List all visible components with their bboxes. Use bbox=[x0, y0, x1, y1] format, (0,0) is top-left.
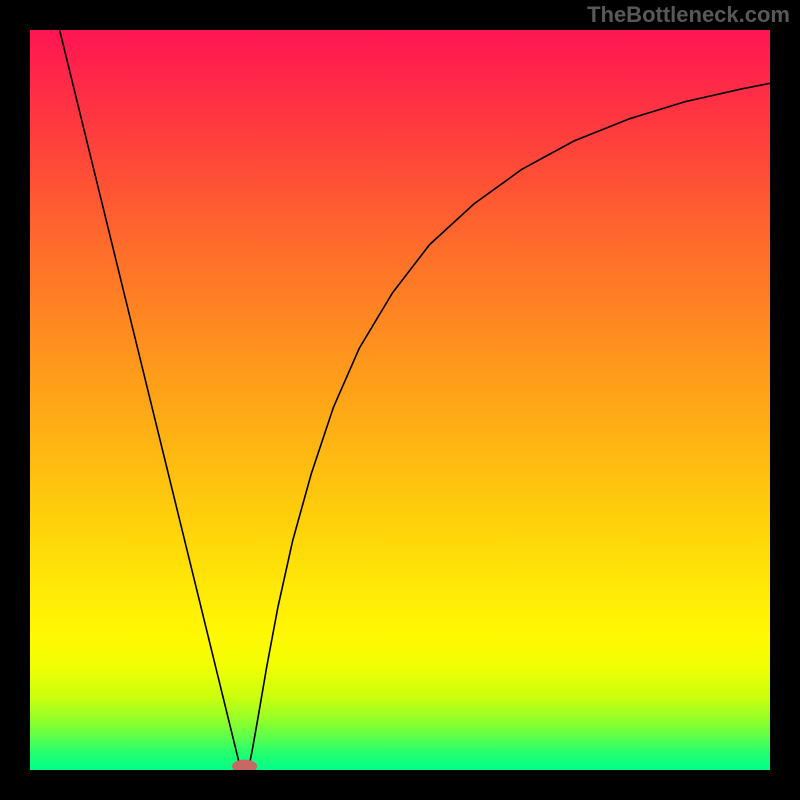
watermark-text: TheBottleneck.com bbox=[587, 2, 790, 28]
figure: TheBottleneck.com bbox=[0, 0, 800, 800]
gradient-background bbox=[30, 30, 770, 770]
plot-area bbox=[30, 30, 770, 770]
